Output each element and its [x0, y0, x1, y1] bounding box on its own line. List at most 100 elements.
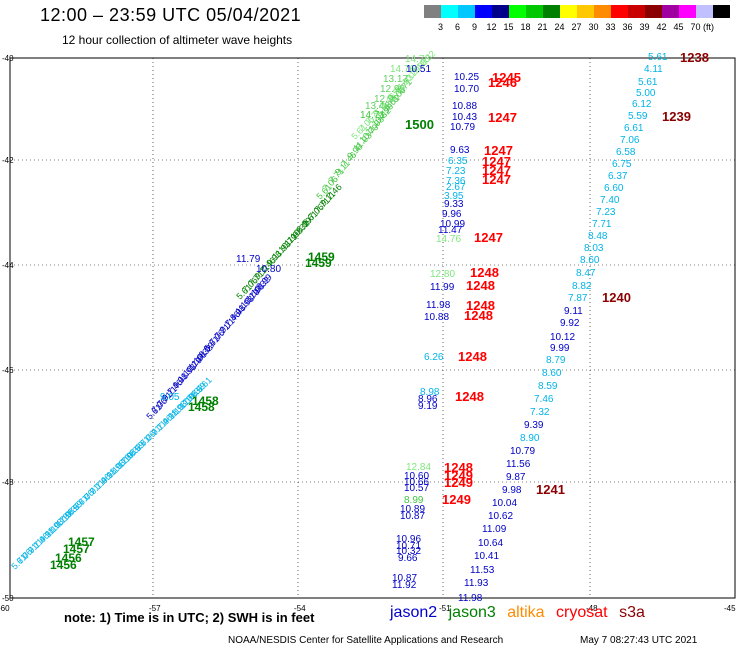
scale-swatch [492, 5, 509, 18]
legend-altika: altika [507, 604, 545, 621]
time-label: 1248 [444, 460, 473, 475]
satellite-legend: jason2 jason3 altika cryosat s3a [390, 604, 652, 622]
height-label: 11.98 [458, 593, 483, 604]
height-label: 7.40 [600, 195, 620, 206]
height-label: 11.53 [470, 565, 495, 576]
scale-swatch [543, 5, 560, 18]
scale-label: 3 [437, 22, 443, 32]
height-label: 8.99 [404, 495, 424, 506]
height-label: 10.62 [488, 511, 513, 522]
height-label: 13.48 [365, 101, 390, 112]
height-label: 8.60 [580, 255, 600, 266]
page-title: 12:00 – 23:59 UTC 05/04/2021 [40, 5, 302, 25]
height-label: 10.99 [440, 219, 465, 230]
x-axis-label: -54 [294, 604, 306, 613]
height-label: 5.61 [648, 52, 668, 63]
height-label: 6.60 [604, 183, 624, 194]
y-axis-label: -48 [2, 478, 14, 487]
height-label: 9.99 [550, 343, 570, 354]
height-label: 6.37 [608, 171, 628, 182]
time-label: 1459 [308, 250, 335, 264]
height-label: 10.79 [510, 446, 535, 457]
height-label: 6.75 [612, 159, 632, 170]
height-label: 6.35 [448, 156, 468, 167]
scale-swatch [662, 5, 679, 18]
height-label: 8.60 [542, 368, 562, 379]
height-label: 10.64 [478, 538, 503, 549]
height-label: 2.67 [446, 182, 466, 193]
legend-cryosat: cryosat [556, 604, 608, 621]
height-label: 8.47 [576, 268, 596, 279]
height-label: 11.56 [506, 459, 531, 470]
time-label: 1247 [474, 230, 503, 245]
time-label: 1456 [55, 551, 82, 565]
scale-swatch [696, 5, 713, 18]
scale-swatch [628, 5, 645, 18]
height-label: 8.96 [418, 394, 438, 405]
height-label: 10.04 [492, 498, 517, 509]
time-label: 1247 [482, 154, 511, 169]
scale-swatch [424, 5, 441, 18]
height-label: 10.41 [474, 551, 499, 562]
height-label: 10.87 [392, 573, 417, 584]
height-label: 10.79 [450, 122, 475, 133]
height-label: 14.76 [390, 64, 415, 75]
map-frame [9, 57, 736, 599]
height-label: 9.63 [450, 145, 470, 156]
height-label: 9.19 [418, 401, 438, 412]
height-label: 5.00 [636, 88, 656, 99]
scale-label: 24 [554, 22, 565, 32]
scale-swatch [611, 5, 628, 18]
time-label: 1456 [50, 558, 77, 572]
height-label: 11.92 [392, 580, 417, 591]
height-label: 13.17 [383, 74, 408, 85]
time-label: 1458 [188, 400, 215, 414]
track-height-label: 5.61 [194, 375, 213, 394]
height-label: 8.03 [584, 243, 604, 254]
time-label: 1248 [464, 308, 493, 323]
height-label: 5.61 [638, 77, 658, 88]
scale-label: 9 [471, 22, 477, 32]
scale-swatch [441, 5, 458, 18]
height-label: 7.87 [568, 293, 588, 304]
height-label: 9.05 [160, 392, 180, 403]
time-label: 1248 [458, 349, 487, 364]
height-label: 8.98 [420, 387, 440, 398]
time-label: 1500 [405, 117, 434, 132]
height-label: 7.46 [534, 394, 554, 405]
height-label: 8.79 [546, 355, 566, 366]
legend-jason3: jason3 [448, 604, 496, 621]
height-label: 4.11 [644, 64, 663, 75]
x-axis-label: -45 [724, 604, 736, 613]
height-label: 10.89 [400, 504, 425, 515]
height-label: 11.99 [430, 282, 455, 293]
height-label: 10.87 [400, 511, 425, 522]
time-label: 1247 [488, 110, 517, 125]
height-label: 9.33 [444, 199, 464, 210]
height-label: 10.70 [454, 84, 479, 95]
scale-label: 15 [503, 22, 514, 32]
x-axis-label: -60 [0, 604, 10, 613]
scale-label: 70 [690, 22, 701, 32]
scale-label: 21 [537, 22, 548, 32]
time-label: 1246 [488, 75, 517, 90]
height-label: 10.32 [396, 546, 421, 557]
height-label: 7.32 [530, 407, 550, 418]
y-axis-label: -42 [2, 156, 14, 165]
height-label: 7.06 [620, 135, 640, 146]
height-label: 11.98 [426, 300, 451, 311]
scale-label: 33 [605, 22, 616, 32]
height-label: 7.23 [596, 207, 616, 218]
y-axis-label: -46 [2, 366, 14, 375]
x-axis-label: -51 [439, 604, 451, 613]
scale-swatch [577, 5, 594, 18]
height-label: 8.82 [572, 281, 592, 292]
y-axis-label: -40 [2, 54, 14, 63]
scale-swatch [560, 5, 577, 18]
scale-label: 12 [486, 22, 497, 32]
time-label: 1241 [536, 482, 565, 497]
height-label: 10.96 [396, 534, 421, 545]
scale-label: (ft) [703, 22, 714, 32]
height-label: 8.90 [520, 433, 540, 444]
legend-s3a: s3a [619, 604, 645, 621]
